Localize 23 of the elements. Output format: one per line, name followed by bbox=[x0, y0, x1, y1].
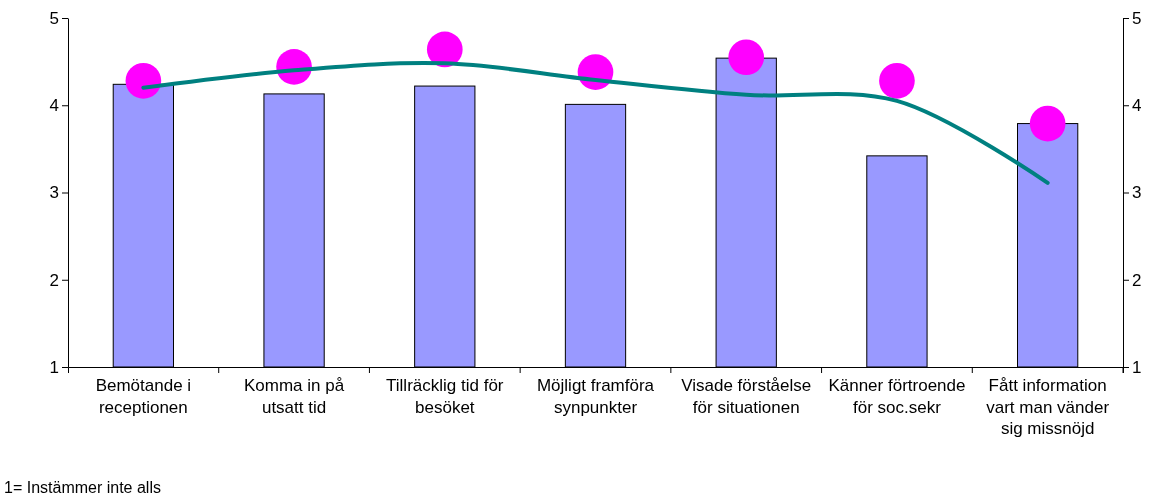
y2-tick-label: 5 bbox=[1132, 8, 1142, 28]
text: 1= Instämmer inte alls bbox=[4, 479, 161, 496]
y-tick-label: 1 bbox=[49, 357, 59, 377]
y2-tick-label: 1 bbox=[1132, 357, 1142, 377]
x-tick-label: Fått information vart man vänder sig missnöjd bbox=[986, 376, 1110, 438]
x-tick-label: Visade förståelse för situationen bbox=[681, 376, 812, 417]
y-tick-label: 3 bbox=[49, 183, 59, 203]
point bbox=[426, 31, 463, 68]
point bbox=[1029, 105, 1066, 142]
y-tick-label: 5 bbox=[49, 8, 59, 28]
y2-tick-label: 2 bbox=[1132, 270, 1142, 290]
point bbox=[728, 39, 765, 76]
y-tick-label: 2 bbox=[49, 270, 59, 290]
point bbox=[879, 63, 915, 99]
point bbox=[125, 63, 162, 99]
y2-tick-label: 4 bbox=[1132, 96, 1142, 116]
x-tick-label: Komma in på utsatt tid bbox=[243, 376, 345, 417]
x-tick-label: Bemötande i receptionen bbox=[95, 376, 192, 417]
x-tick-label: Möjligt framföra synpunkter bbox=[536, 376, 655, 417]
y2-tick-label: 3 bbox=[1132, 183, 1142, 203]
x-tick-label: Känner förtroende för soc.sekr bbox=[828, 376, 966, 417]
x-tick-label: Tillräcklig tid för besöket bbox=[386, 376, 504, 417]
y-tick-label: 4 bbox=[49, 96, 59, 116]
